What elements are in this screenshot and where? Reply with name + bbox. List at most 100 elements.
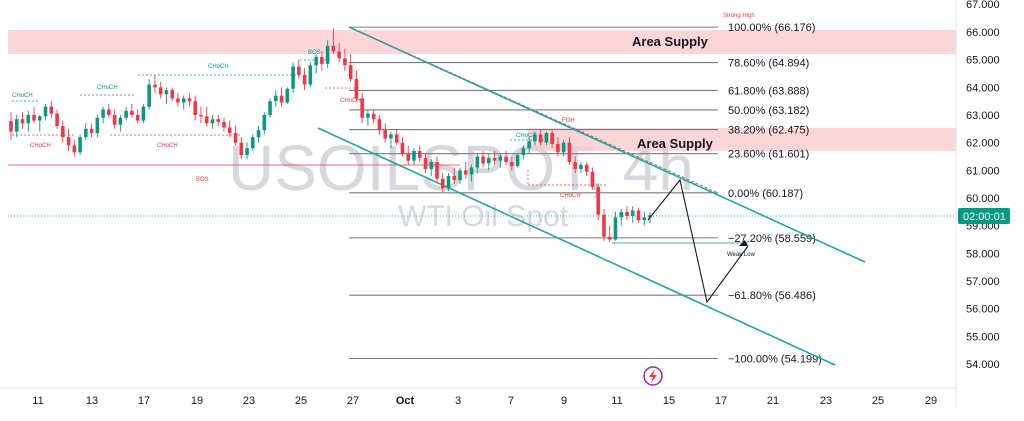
candle-body: [492, 157, 497, 161]
candle-body: [78, 137, 82, 153]
candle-body: [619, 211, 624, 218]
candle-body: [423, 157, 428, 169]
supply-zone-upper: [8, 30, 956, 54]
candle-body: [515, 155, 520, 167]
candle-body: [596, 186, 600, 215]
candle-body: [256, 130, 261, 138]
candle-body: [61, 126, 65, 138]
candle-body: [550, 132, 554, 145]
time-tick: 17: [138, 395, 150, 407]
choch-label-2: CHoCH: [30, 143, 51, 149]
candle-body: [648, 215, 652, 218]
candle-body: [389, 134, 393, 139]
candle-body: [193, 101, 198, 116]
candle-body: [239, 142, 244, 156]
candle-body: [625, 211, 629, 216]
candle-body: [291, 66, 295, 89]
price-tick: 62.000: [966, 138, 1000, 150]
price-tick: 56.000: [966, 304, 1000, 316]
candle-body: [37, 116, 42, 121]
supply-zone-lower: [528, 128, 956, 151]
candle-body: [320, 56, 324, 64]
candle-body: [130, 110, 134, 116]
candle-body: [124, 110, 128, 118]
candle-body: [279, 95, 284, 103]
price-axis: 67.00054.00055.00056.00057.00058.00059.0…: [966, 0, 1000, 371]
time-tick: 11: [32, 395, 43, 407]
candle-body: [538, 134, 543, 143]
foh-label: FOH: [562, 118, 575, 124]
fib-label: −61.80% (56.486): [728, 290, 816, 302]
candle-body: [343, 58, 347, 66]
candle-body: [602, 214, 606, 237]
lightning-icon[interactable]: [643, 366, 663, 386]
time-tick: 23: [820, 395, 832, 407]
candle-body: [176, 98, 180, 103]
candle-body: [66, 137, 71, 146]
choch-label-4: CHoCH: [208, 64, 229, 70]
candle-body: [412, 150, 416, 161]
price-tick: 55.000: [966, 331, 1000, 343]
candle-body: [630, 210, 635, 216]
fib-label: −100.00% (54.199): [728, 353, 822, 365]
strong-high-label: Strong High: [723, 13, 755, 19]
time-tick: 25: [295, 395, 307, 407]
candle-body: [458, 170, 462, 181]
fib-label: 50.00% (63.182): [728, 105, 809, 117]
candle-body: [556, 144, 560, 153]
candle-body: [233, 132, 238, 143]
choch-label-8: CHoCH: [560, 193, 581, 199]
candle-body: [84, 128, 88, 138]
candle-body: [89, 128, 94, 133]
price-tick: 57.000: [966, 276, 1000, 288]
candle-body: [561, 142, 566, 153]
candle-body: [642, 217, 647, 221]
candle-body: [118, 117, 123, 125]
candle-body: [20, 119, 25, 124]
candle-body: [49, 106, 54, 114]
time-tick: 17: [715, 395, 727, 407]
candle-body: [72, 145, 77, 153]
time-tick: 7: [508, 395, 514, 407]
candle-body: [475, 156, 480, 168]
candle-body: [400, 142, 405, 154]
candle-body: [222, 121, 226, 128]
candle-body: [521, 148, 526, 156]
current-time-badge: [958, 208, 1010, 224]
time-tick: 21: [767, 395, 779, 407]
candle-body: [337, 51, 341, 59]
candles: [9, 27, 652, 243]
watermark-name: WTI Oil Spot: [398, 200, 569, 233]
time-tick: 3: [455, 395, 461, 407]
candle-body: [158, 87, 163, 95]
time-tick: 23: [243, 395, 255, 407]
candle-body: [504, 156, 508, 163]
time-tick: 27: [347, 395, 359, 407]
candle-body: [55, 113, 59, 127]
time-tick: 11: [611, 395, 622, 407]
price-tick: 65.000: [966, 55, 1000, 67]
choch-label-1: CHoCH: [12, 93, 33, 99]
choch-label-6: CHoCH: [340, 98, 361, 104]
candle-body: [262, 115, 267, 131]
candle-body: [199, 115, 203, 117]
fib-label: 100.00% (66.176): [728, 22, 815, 34]
candle-body: [469, 167, 474, 175]
bos-label-lower: BOS: [196, 177, 209, 183]
price-tick: 67.000: [966, 0, 1000, 11]
price-tick: 58.000: [966, 248, 1000, 260]
candle-body: [371, 113, 376, 120]
channel-upper-line: [348, 26, 866, 263]
candle-body: [135, 115, 140, 121]
candle-body: [348, 65, 353, 80]
candle-body: [636, 210, 641, 221]
time-tick: 13: [86, 395, 98, 407]
candle-body: [429, 162, 434, 169]
candle-body: [210, 119, 215, 124]
candle-body: [607, 236, 612, 240]
candle-body: [274, 95, 278, 102]
projection-path: [647, 178, 749, 304]
candle-body: [544, 132, 549, 143]
candle-body: [164, 90, 169, 95]
candle-body: [308, 65, 313, 85]
